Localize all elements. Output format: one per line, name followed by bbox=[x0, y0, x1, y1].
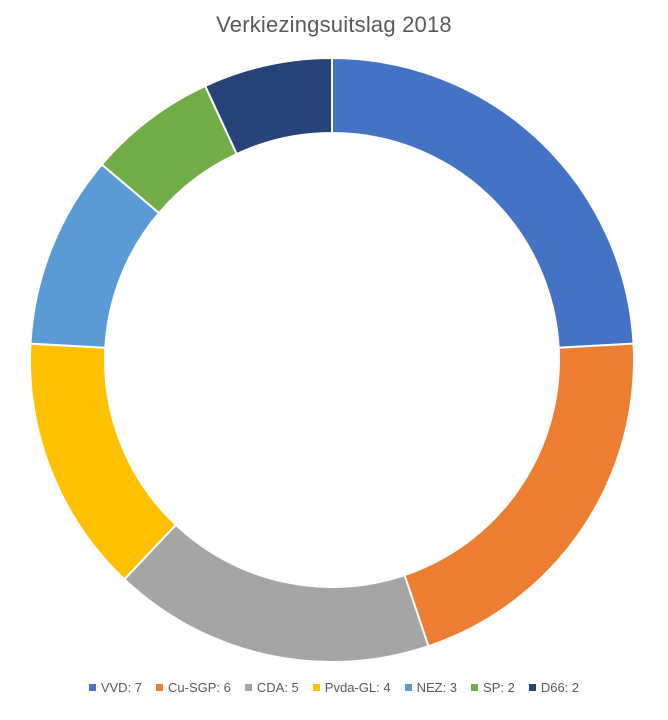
legend-label: SP: 2 bbox=[483, 680, 515, 695]
legend-swatch bbox=[404, 684, 412, 691]
legend-label: NEZ: 3 bbox=[416, 680, 458, 695]
legend-item-vvd: VVD: 7 bbox=[88, 680, 143, 695]
legend-swatch bbox=[528, 684, 536, 691]
legend-item-cda: CDA: 5 bbox=[244, 680, 299, 695]
legend-item-nez: NEZ: 3 bbox=[404, 680, 458, 695]
legend-swatch bbox=[88, 684, 96, 691]
legend-label: Pvda-GL: 4 bbox=[324, 680, 391, 695]
legend-item-cu-sgp: Cu-SGP: 6 bbox=[156, 680, 231, 695]
legend-item-d66: D66: 2 bbox=[528, 680, 580, 695]
legend-label: Cu-SGP: 6 bbox=[168, 680, 231, 695]
legend-item-sp: SP: 2 bbox=[471, 680, 515, 695]
donut-slice-vvd bbox=[331, 56, 635, 349]
legend-label: CDA: 5 bbox=[256, 680, 299, 695]
chart-legend: VVD: 7 Cu-SGP: 6 CDA: 5 Pvda-GL: 4 NEZ: 3 SP:… bbox=[0, 680, 668, 695]
donut-slice-d66 bbox=[203, 56, 333, 156]
legend-swatch bbox=[244, 684, 252, 691]
donut-slice-cda bbox=[122, 523, 430, 663]
legend-swatch bbox=[471, 684, 479, 691]
legend-swatch bbox=[156, 684, 164, 691]
chart-title: Verkiezingsuitslag 2018 bbox=[216, 12, 452, 37]
donut-slice-pvda-gl bbox=[29, 342, 178, 581]
legend-label: VVD: 7 bbox=[100, 680, 143, 695]
legend-label: D66: 2 bbox=[540, 680, 580, 695]
legend-swatch bbox=[312, 684, 320, 691]
legend-item-pvda-gl: Pvda-GL: 4 bbox=[312, 680, 391, 695]
donut-slice-cu-sgp bbox=[403, 342, 635, 648]
